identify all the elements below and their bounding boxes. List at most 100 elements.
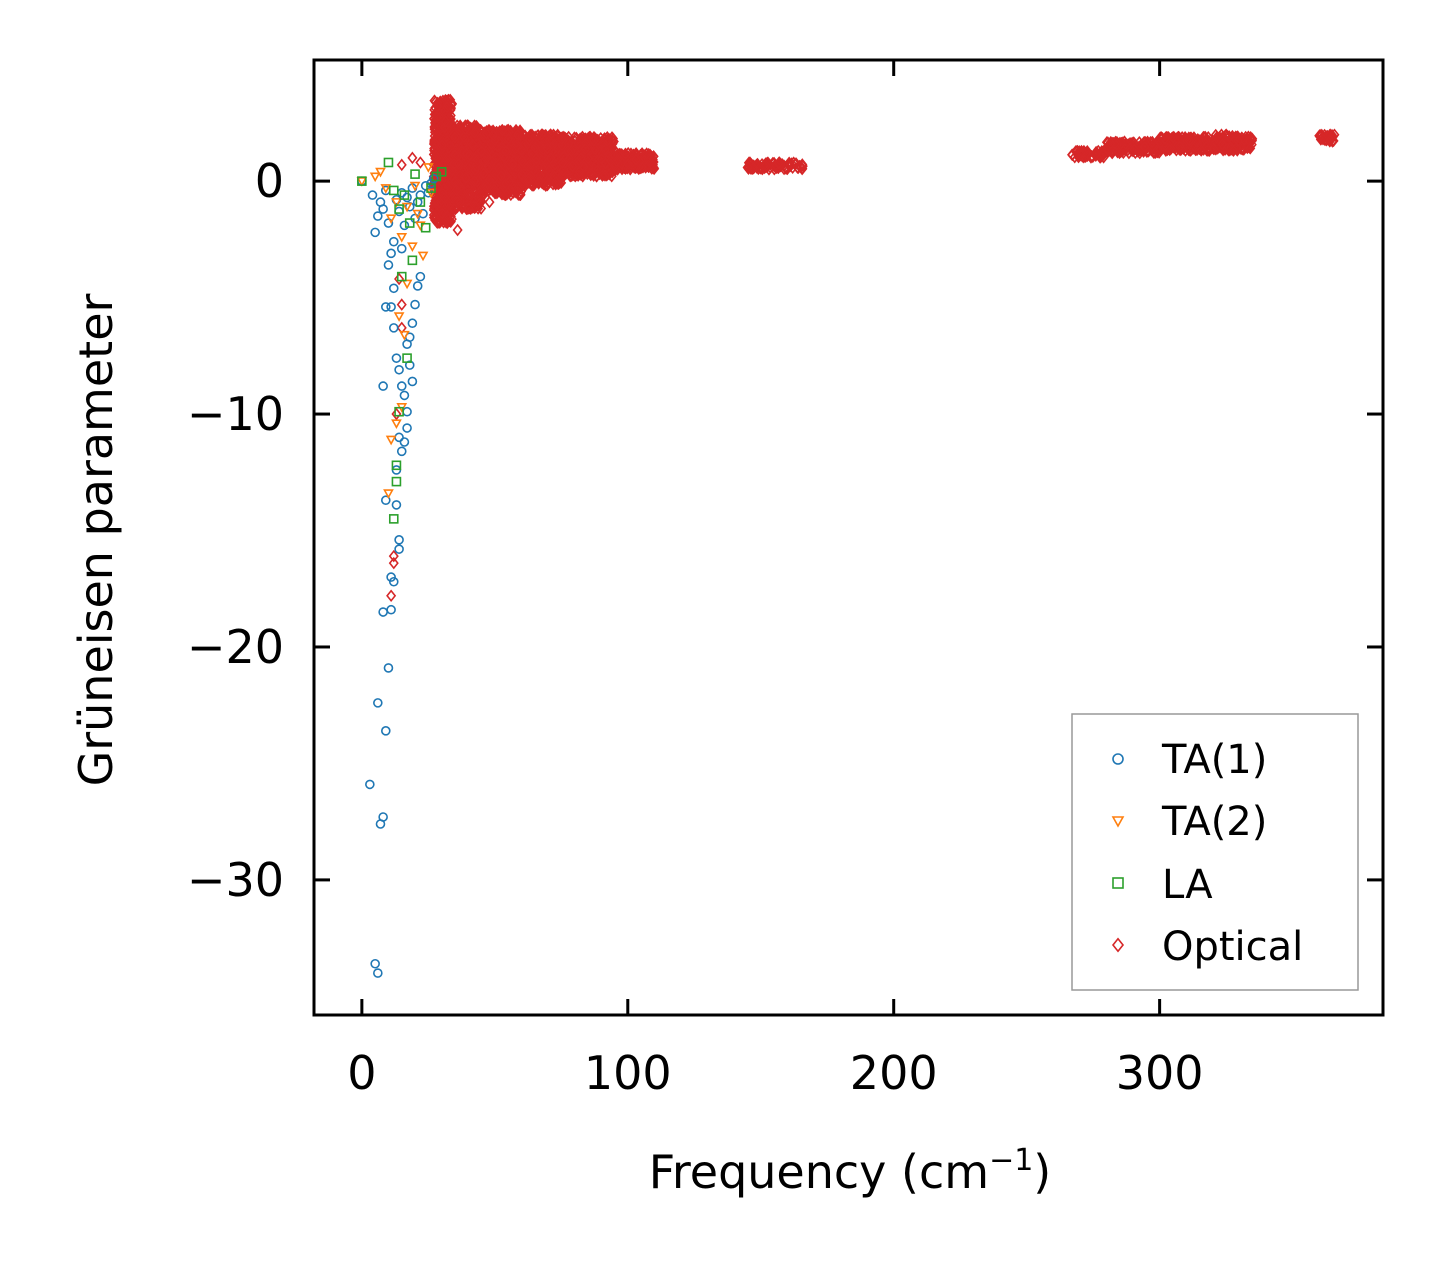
optical-point <box>595 131 606 145</box>
optical-point <box>548 154 559 168</box>
optical-point <box>562 144 573 158</box>
legend-label-optical: Optical <box>1162 924 1303 970</box>
optical-point <box>524 133 535 147</box>
data-point <box>402 423 412 433</box>
optical-point <box>634 155 645 168</box>
optical-point <box>479 130 490 144</box>
optical-point <box>516 151 527 165</box>
data-point <box>391 460 402 471</box>
data-point <box>484 195 495 209</box>
optical-point <box>441 100 452 114</box>
data-point <box>415 197 426 207</box>
legend-label-ta1: TA(1) <box>1161 737 1267 783</box>
optical-point <box>451 156 462 170</box>
legend-label-la: LA <box>1162 862 1213 908</box>
optical-point <box>771 159 782 172</box>
optical-point <box>586 167 597 180</box>
data-point <box>420 222 431 233</box>
data-point <box>415 156 426 169</box>
y-axis-label: Grüneisen parameter <box>69 293 123 786</box>
optical-point <box>545 128 556 141</box>
x-tick-label: 100 <box>584 1046 672 1100</box>
optical-point <box>496 169 507 183</box>
optical-point <box>565 163 576 177</box>
optical-point <box>488 128 499 142</box>
optical-point <box>465 187 476 201</box>
data-point <box>380 495 391 506</box>
data-point <box>365 779 375 790</box>
data-point <box>410 169 420 179</box>
optical-point <box>481 127 492 140</box>
optical-point <box>544 164 555 177</box>
data-point <box>378 381 388 391</box>
optical-point <box>758 159 769 172</box>
optical-point <box>429 137 440 150</box>
data-point <box>370 958 380 969</box>
data-point <box>394 204 404 214</box>
data-point <box>386 572 396 582</box>
optical-point <box>446 98 457 111</box>
optical-point <box>432 216 443 230</box>
optical-point <box>489 183 500 197</box>
optical-point <box>1217 138 1228 151</box>
data-point <box>380 184 392 194</box>
optical-point <box>566 144 577 158</box>
optical-point <box>507 158 518 171</box>
optical-point <box>1245 142 1256 155</box>
data-point <box>391 419 402 430</box>
optical-point <box>1152 144 1163 157</box>
optical-point <box>479 154 490 168</box>
optical-point <box>469 174 480 188</box>
optical-point <box>1174 140 1185 153</box>
data-point <box>407 376 418 387</box>
optical-point <box>536 153 547 167</box>
optical-point <box>580 142 591 156</box>
optical-point <box>619 157 630 171</box>
optical-point <box>773 157 784 170</box>
optical-point <box>534 175 545 189</box>
optical-point <box>630 153 641 167</box>
optical-point <box>440 115 451 128</box>
optical-point <box>525 143 536 156</box>
optical-point <box>503 158 514 171</box>
data-point <box>375 167 386 178</box>
optical-point <box>538 169 549 183</box>
data-point <box>391 476 402 487</box>
optical-point <box>478 167 489 180</box>
optical-point <box>442 135 453 148</box>
optical-point <box>580 137 591 150</box>
optical-point <box>464 148 475 162</box>
optical-point <box>1129 143 1140 156</box>
optical-point <box>484 161 495 174</box>
data-point <box>394 406 404 417</box>
optical-point <box>551 137 562 151</box>
optical-point <box>795 160 806 173</box>
optical-point <box>531 152 542 165</box>
y-tick-label: −30 <box>187 853 284 907</box>
series-optical <box>386 93 1340 603</box>
optical-point <box>1233 134 1244 148</box>
data-point <box>404 218 415 228</box>
optical-point <box>530 141 541 154</box>
data-point <box>412 281 423 291</box>
x-axis-ticks: 0 100 200 300 <box>347 60 1204 1100</box>
optical-point <box>437 138 448 152</box>
data-point <box>367 190 378 200</box>
data-point <box>388 549 399 563</box>
optical-point <box>496 166 508 179</box>
optical-point <box>542 142 553 155</box>
data-point <box>402 339 412 349</box>
optical-point <box>627 155 638 169</box>
optical-point <box>441 210 452 223</box>
y-axis-ticks: 0 −10 −20 −30 <box>187 154 1383 907</box>
data-point <box>394 535 404 545</box>
data-point <box>399 190 410 200</box>
optical-point <box>599 143 610 157</box>
legend-marker-optical <box>1111 937 1125 953</box>
optical-point <box>748 159 759 172</box>
optical-point <box>447 191 458 205</box>
data-point <box>356 177 368 187</box>
optical-point <box>473 192 484 206</box>
optical-point <box>574 165 585 178</box>
